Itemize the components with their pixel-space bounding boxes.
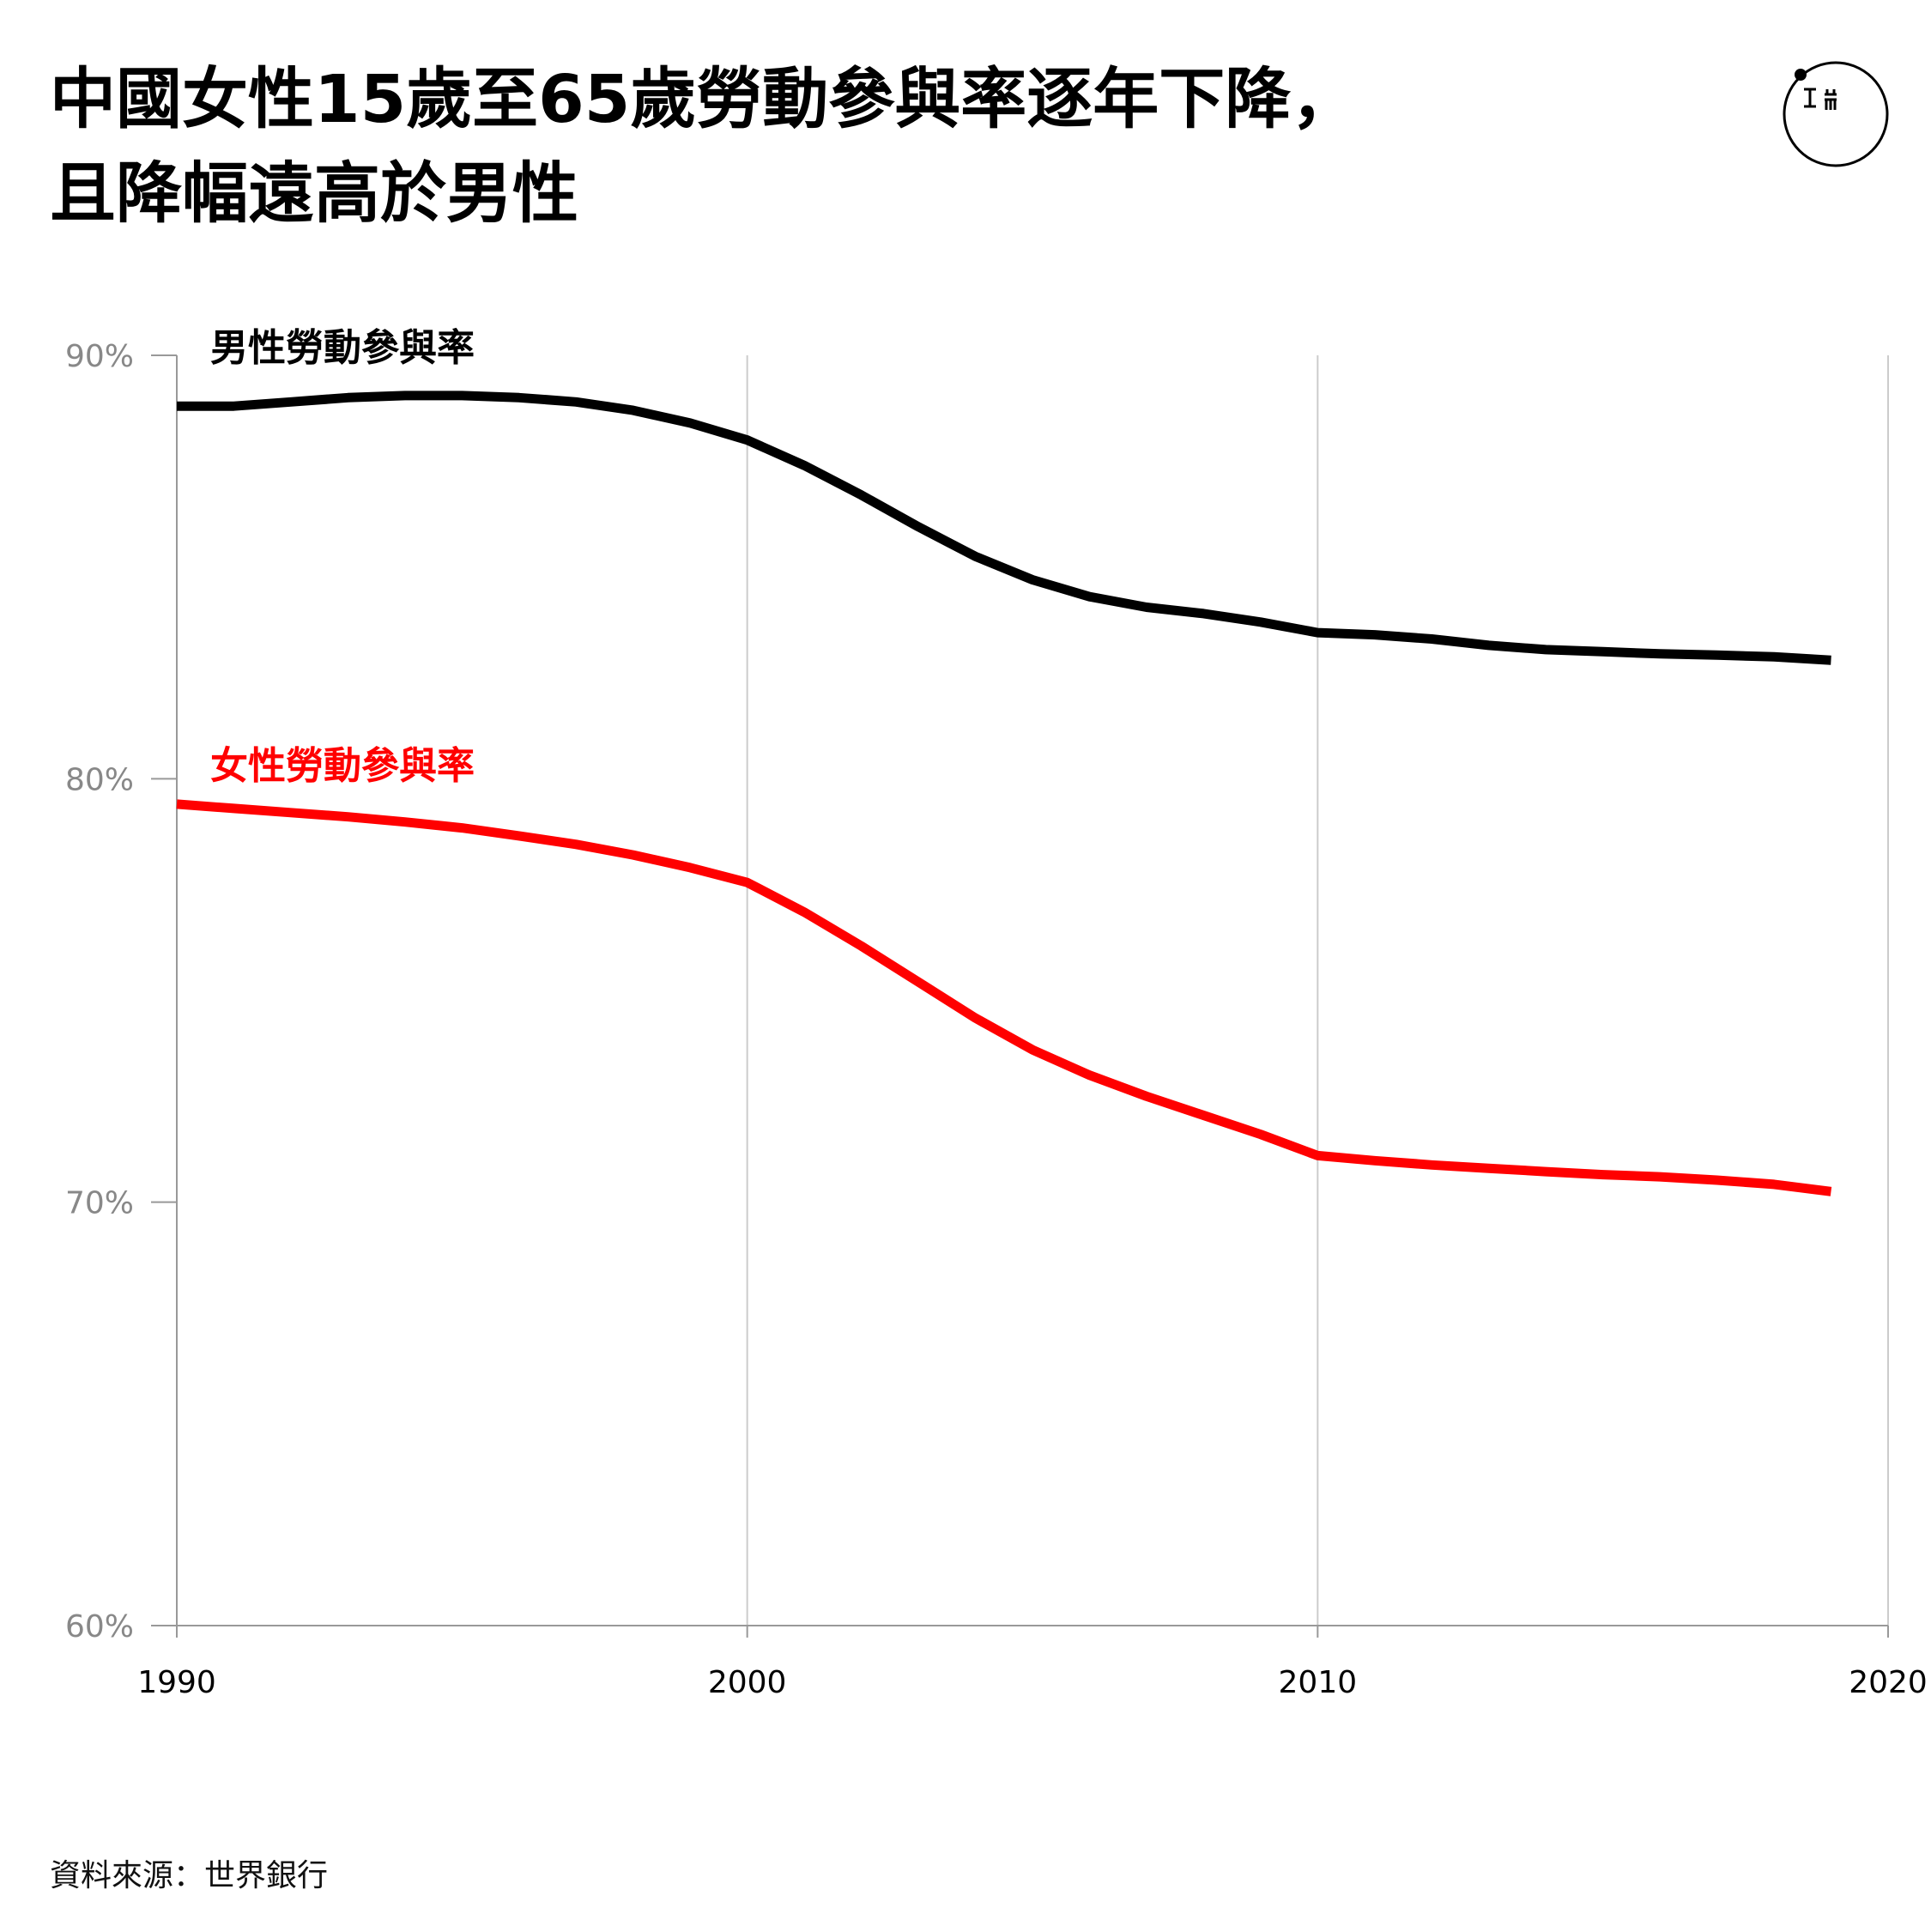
title-line-2: 且降幅遠高於男性 <box>50 156 578 233</box>
initium-logo-icon <box>1783 61 1889 167</box>
x-tick-label: 2000 <box>708 1665 787 1700</box>
y-tick-label: 60% <box>65 1609 134 1644</box>
series-line-male <box>177 391 1831 665</box>
series-layer <box>176 391 1832 1196</box>
series-label-female: 女性勞動參與率 <box>210 744 475 788</box>
axis-layer: 1990 2000 2010 2020 60% 70% 80% 90% <box>65 339 1928 1700</box>
x-tick-label: 2010 <box>1279 1665 1358 1700</box>
y-tick-label: 80% <box>65 762 134 797</box>
title-line-1: 中國女性15歲至65歲勞動參與率逐年下降， <box>50 62 1358 138</box>
y-tick-label: 90% <box>65 339 134 374</box>
grid-layer <box>746 355 1889 1626</box>
chart-title: 中國女性15歲至65歲勞動參與率逐年下降， 且降幅遠高於男性 <box>50 53 1680 242</box>
source-note: 資料來源：世界銀行 <box>50 1858 329 1893</box>
x-tick-label: 1990 <box>137 1665 216 1700</box>
y-tick-label: 70% <box>65 1186 134 1221</box>
series-line-female <box>176 799 1832 1196</box>
x-tick-label: 2020 <box>1849 1665 1928 1700</box>
series-label-male: 男性勞動參與率 <box>210 326 475 370</box>
